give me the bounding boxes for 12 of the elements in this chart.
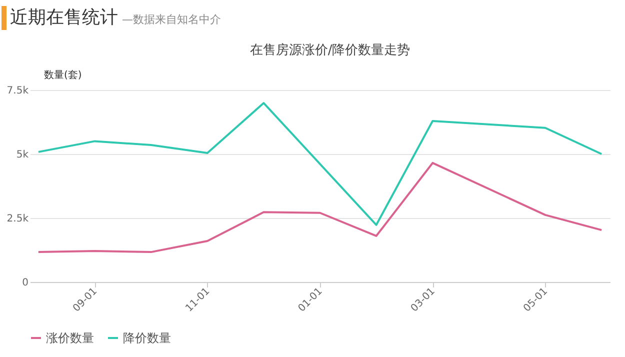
y-tick-label: 7.5k <box>6 86 29 96</box>
text: —数据来自知名中介 <box>122 13 221 26</box>
text: 近期在售统计 <box>10 7 118 28</box>
y-tick-label: 0 <box>22 278 28 288</box>
legend-label: 涨价数量 <box>46 331 94 345</box>
y-tick-label: 5k <box>16 150 29 160</box>
y-axis-title: 数量(套) <box>44 69 82 81</box>
legend-label: 降价数量 <box>123 331 171 345</box>
line-series <box>37 102 603 226</box>
chart-title: 在售房源涨价/降价数量走势 <box>250 42 410 58</box>
y-tick-label: 2.5k <box>6 214 29 224</box>
line-series <box>37 162 603 254</box>
